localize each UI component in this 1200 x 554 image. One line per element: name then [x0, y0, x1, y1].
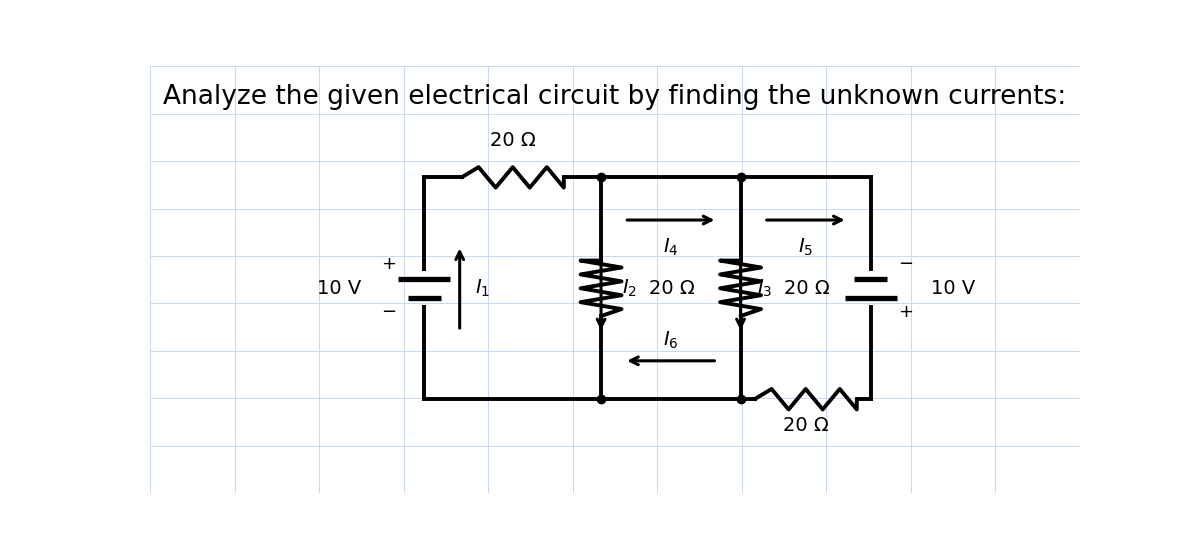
Text: $I_2$: $I_2$: [622, 278, 636, 299]
Text: 20 Ω: 20 Ω: [490, 131, 535, 150]
Text: 20 Ω: 20 Ω: [785, 279, 830, 298]
Text: $I_4$: $I_4$: [664, 236, 678, 258]
Text: $I_6$: $I_6$: [664, 330, 678, 351]
Text: +: +: [382, 254, 396, 273]
Text: −: −: [382, 303, 396, 321]
Text: 10 V: 10 V: [317, 279, 361, 298]
Text: −: −: [899, 254, 913, 273]
Text: 20 Ω: 20 Ω: [782, 416, 828, 435]
Text: 20 Ω: 20 Ω: [649, 279, 695, 298]
Text: 10 V: 10 V: [931, 279, 976, 298]
Text: +: +: [899, 303, 913, 321]
Text: $I_5$: $I_5$: [798, 236, 814, 258]
Text: Analyze the given electrical circuit by finding the unknown currents:: Analyze the given electrical circuit by …: [163, 84, 1067, 110]
Text: $I_3$: $I_3$: [757, 278, 773, 299]
Text: $I_1$: $I_1$: [474, 278, 490, 299]
